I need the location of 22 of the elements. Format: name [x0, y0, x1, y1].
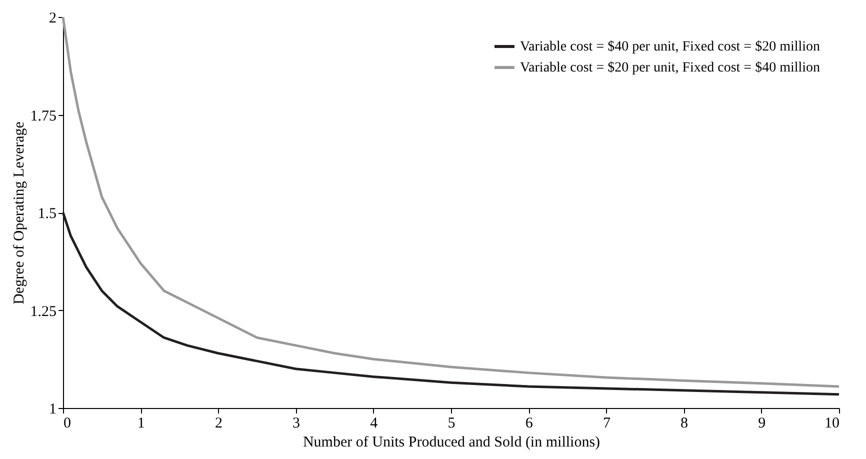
x-tick-label: 9 [758, 416, 766, 432]
y-tick-label: 2 [49, 10, 56, 26]
x-tick-label: 2 [214, 416, 222, 432]
y-tick-label: 1 [49, 402, 56, 418]
x-tick-label: 8 [680, 416, 688, 432]
line-series [62, 16, 840, 388]
y-tick-label: 1.75 [30, 108, 56, 124]
legend-label: Variable cost = $40 per unit, Fixed cost = $20 million [520, 40, 820, 54]
x-tick-label: 4 [370, 416, 378, 432]
x-tick-label: 6 [525, 416, 534, 432]
x-tick-label: 10 [824, 416, 840, 432]
x-tick-label: 7 [602, 416, 611, 432]
x-tick-label: 0 [64, 416, 71, 432]
x-axis-title: Number of Units Produced and Sold (in millions) [302, 434, 600, 450]
y-tick-label: 1.5 [38, 206, 56, 222]
y-axis-title: Degree of Operating Leverage [11, 121, 28, 304]
legend-label: Variable cost = $20 per unit, Fixed cost = $40 million [520, 60, 820, 76]
x-tick-label: 3 [292, 416, 300, 432]
y-tick-label: 1.25 [30, 304, 56, 320]
x-tick-label: 5 [448, 416, 456, 432]
x-tick-label: 1 [137, 416, 145, 432]
line-series [62, 211, 840, 396]
